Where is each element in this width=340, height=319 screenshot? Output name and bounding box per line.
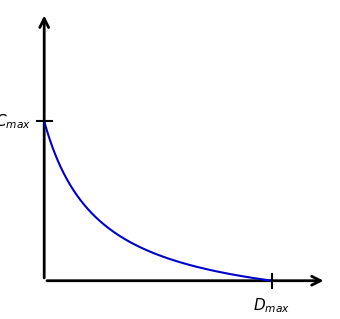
- Text: $D_{max}$: $D_{max}$: [254, 297, 290, 315]
- Text: $C_{max}$: $C_{max}$: [0, 112, 31, 130]
